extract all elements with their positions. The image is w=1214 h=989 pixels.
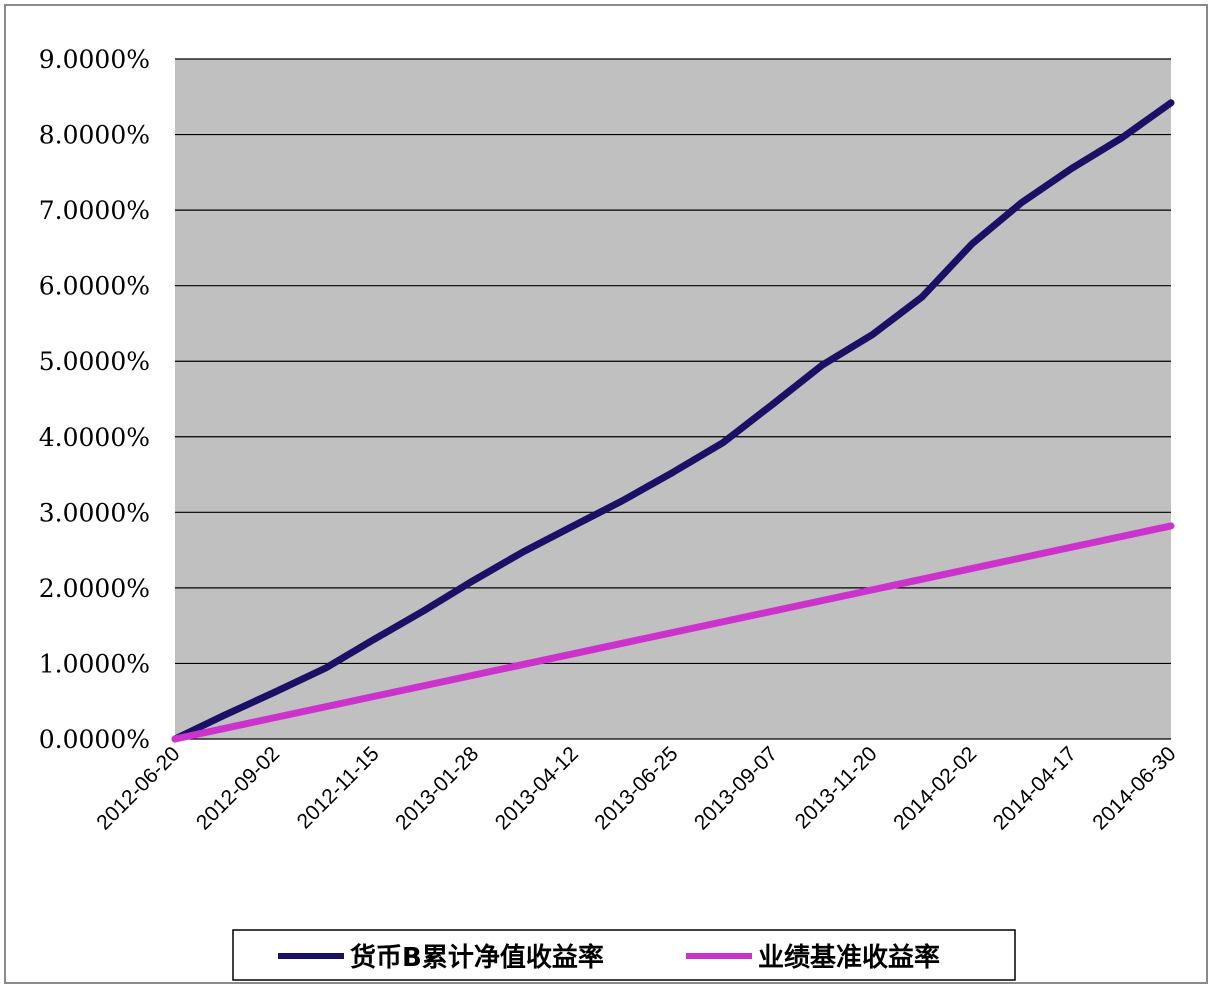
x-tick-label-10: 2014-06-30 bbox=[1088, 742, 1180, 834]
x-tick-label-0: 2012-06-20 bbox=[92, 742, 184, 834]
x-tick-label-2: 2012-11-15 bbox=[293, 742, 384, 833]
y-tick-label-3: 3.0000% bbox=[39, 498, 150, 527]
legend-box bbox=[232, 929, 1016, 981]
y-tick-label-5: 5.0000% bbox=[39, 347, 150, 376]
series-lines bbox=[171, 99, 1175, 743]
x-tick-label-1: 2012-09-02 bbox=[192, 742, 284, 834]
y-tick-label-0: 0.0000% bbox=[39, 725, 150, 754]
y-tick-label-6: 6.0000% bbox=[39, 272, 150, 301]
x-tick-label-4: 2013-04-12 bbox=[491, 742, 583, 834]
y-tick-label-8: 8.0000% bbox=[39, 121, 150, 150]
y-tick-label-2: 2.0000% bbox=[39, 574, 150, 603]
legend-label-series-1: 货币B累计净值收益率 bbox=[350, 942, 604, 973]
y-tick-label-9: 9.0000% bbox=[39, 45, 150, 74]
x-tick-label-8: 2014-02-02 bbox=[889, 742, 981, 834]
legend-label-series-2: 业绩基准收益率 bbox=[758, 942, 940, 973]
y-tick-label-7: 7.0000% bbox=[39, 196, 150, 225]
x-tick-label-5: 2013-06-25 bbox=[590, 742, 682, 834]
x-axis-ticks: 2012-06-20 2012-09-02 2012-11-15 2013-01-28… bbox=[92, 742, 1180, 834]
x-tick-label-9: 2014-04-17 bbox=[989, 742, 1081, 834]
y-tick-label-4: 4.0000% bbox=[39, 423, 150, 452]
y-tick-label-1: 1.0000% bbox=[39, 649, 150, 678]
plot-area bbox=[175, 59, 1171, 739]
gridlines bbox=[175, 58, 1171, 740]
y-axis-ticks: 0.0000% 1.0000% 2.0000% 3.0000% 4.0000% 5.000… bbox=[39, 45, 150, 754]
x-tick-label-7: 2013-11-20 bbox=[791, 742, 882, 833]
x-tick-label-6: 2013-09-07 bbox=[690, 742, 782, 834]
series-line-1 bbox=[171, 99, 1175, 743]
legend: 货币B累计净值收益率 业绩基准收益率 bbox=[232, 929, 1016, 981]
x-tick-label-3: 2013-01-28 bbox=[391, 742, 483, 834]
series-line-2 bbox=[171, 522, 1175, 743]
